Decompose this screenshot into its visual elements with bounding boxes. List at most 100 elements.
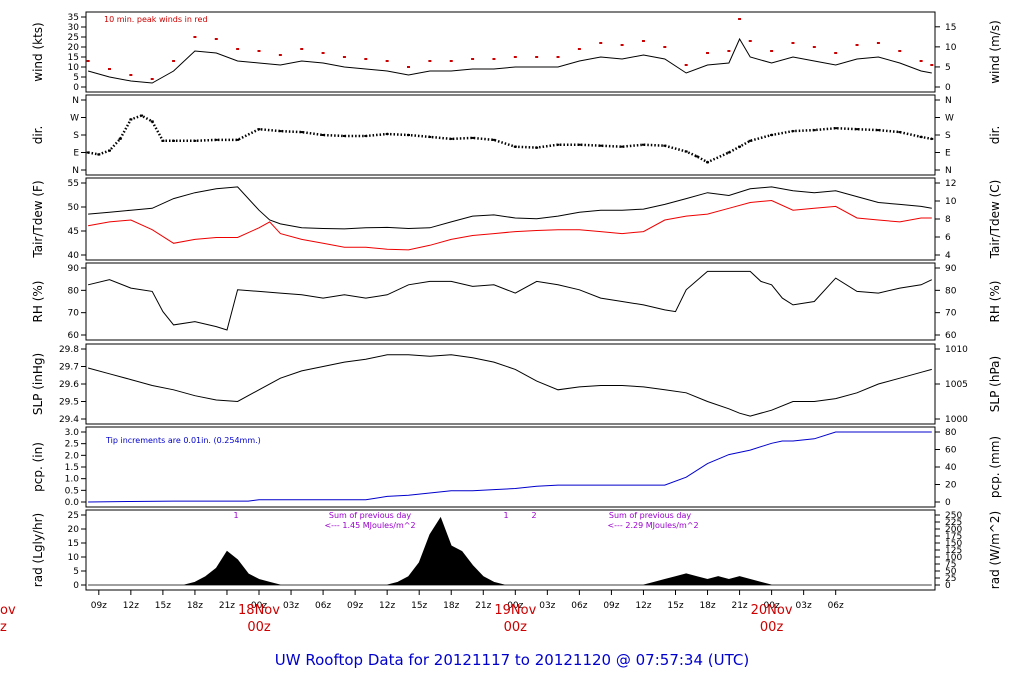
- wind-series-point: [257, 50, 261, 52]
- x-tick-label: 18z: [699, 601, 715, 611]
- x-axis: 09z 12z 15z 18z 21z 00z 03z 06z 09z 12z 15z 18z 21z 0…: [0, 590, 844, 635]
- x-tick-label: 15z: [667, 601, 683, 611]
- rad-right-tick-label: 0: [945, 581, 951, 591]
- rh-left-tick-label: 60: [68, 331, 80, 341]
- rad-right-tick-label: 150: [945, 539, 962, 549]
- temp-right-tick-label: 10: [945, 197, 957, 207]
- rad-sum-label-1: Sum of previous day: [329, 511, 411, 520]
- dir-series-point: [620, 145, 624, 148]
- pcp-annotation: Tip increments are 0.01in. (0.254mm.): [105, 436, 261, 445]
- slp-left-tick-label: 29.7: [59, 363, 79, 373]
- x-tick-label: 12z: [123, 601, 139, 611]
- temp-right-tick-label: 6: [945, 233, 951, 243]
- pcp-left-tick-label: 1.5: [65, 463, 79, 473]
- wind-right-tick-label: 10: [945, 43, 957, 53]
- pcp-left-tick-label: 1.0: [65, 475, 80, 485]
- wind-series-point: [385, 60, 389, 62]
- pcp-left-tick-label: 0.5: [65, 486, 79, 496]
- wind-left-tick-label: 30: [68, 23, 80, 33]
- dir-series-point: [855, 128, 859, 131]
- wind-series-point: [471, 58, 475, 60]
- wind-series-point: [129, 74, 133, 76]
- rad-left-tick-label: 15: [68, 539, 79, 549]
- day-label-time: 00z: [247, 620, 271, 635]
- wind-series-point: [834, 52, 838, 54]
- dir-series-point: [812, 129, 816, 132]
- wind-series-point: [663, 46, 667, 48]
- rad-right-tick-label: 100: [945, 553, 962, 563]
- x-tick-label: 00z: [251, 601, 267, 611]
- wind-annotation: 10 min. peak winds in red: [104, 15, 208, 24]
- x-tick-label: 03z: [796, 601, 812, 611]
- wind-series-point: [706, 52, 710, 54]
- wind-ylabel-right: wind (m/s): [988, 20, 1002, 84]
- wind-series-point: [492, 58, 496, 60]
- pcp-right-tick-label: 0: [945, 498, 951, 508]
- rad-left-tick-label: 10: [68, 553, 80, 563]
- rad-left-tick-label: 25: [68, 511, 79, 521]
- wind-series-point: [449, 60, 453, 62]
- wind-ylabel-left: wind (kts): [31, 22, 45, 81]
- slp-right-tick-label: 1010: [945, 345, 968, 355]
- temp-series-line-0: [88, 186, 932, 230]
- left-edge-time-fragment: z: [0, 620, 7, 635]
- wind-series-point: [770, 50, 774, 52]
- temp-series-line-1: [88, 199, 932, 251]
- panel-slp: 29.4 29.5 29.6 29.7 29.8 1000 1005 1010 SLP (inH…: [31, 343, 1002, 425]
- dir-series-point: [599, 144, 603, 147]
- wind-series-point: [86, 60, 90, 62]
- rad-right-tick-label: 25: [945, 574, 956, 584]
- rad-left-tick-label: 0: [73, 581, 79, 591]
- dir-series-dotted: [87, 114, 933, 164]
- wind-series-point: [513, 56, 517, 58]
- slp-right-tick-label: 1005: [945, 380, 968, 390]
- day-label-date: 19Nov: [494, 603, 536, 618]
- x-tick-label: 18z: [187, 601, 203, 611]
- dir-left-tick-label: E: [73, 149, 79, 159]
- pcp-left-tick-label: 2.5: [65, 440, 79, 450]
- temp-right-tick-label: 8: [945, 215, 951, 225]
- dir-series-point: [257, 128, 261, 131]
- slp-left-tick-label: 29.5: [59, 398, 79, 408]
- rh-frame: [85, 262, 936, 341]
- rad-right-tick-label: 125: [945, 546, 962, 556]
- rad-sum-value-1: <--- 1.45 MJoules/m^2: [324, 521, 415, 530]
- wind-right-tick-label: 5: [945, 63, 951, 73]
- wind-series-point: [300, 48, 304, 50]
- temp-left-tick-label: 50: [68, 203, 80, 213]
- wind-frame: [85, 11, 936, 93]
- wind-series-point: [812, 46, 816, 48]
- wind-series-point: [898, 50, 902, 52]
- wind-series-point: [599, 42, 603, 44]
- pcp-series-line-0: [88, 431, 932, 503]
- wind-series-line-0: [87, 37, 932, 84]
- slp-series-line-0: [87, 354, 932, 417]
- wind-series-point: [684, 64, 688, 66]
- left-edge-date-fragment: ov: [0, 603, 16, 618]
- wind-series-point: [321, 52, 325, 54]
- dir-series-point: [834, 127, 838, 130]
- dir-series-point: [695, 155, 699, 158]
- wind-series-point: [428, 60, 432, 62]
- rh-left-tick-label: 90: [68, 264, 80, 274]
- rad-left-tick-label: 5: [73, 567, 79, 577]
- rad-marker-2: 1: [503, 511, 508, 520]
- wind-series-point: [193, 36, 197, 38]
- x-tick-label: 12z: [379, 601, 395, 611]
- wind-series-point: [876, 42, 880, 44]
- dir-series-point: [556, 143, 560, 146]
- wind-left-tick-label: 15: [68, 53, 79, 63]
- wind-series-point: [930, 64, 934, 66]
- x-tick-label: 09z: [91, 601, 107, 611]
- wind-series-point: [577, 48, 581, 50]
- x-tick-label: 06z: [315, 601, 331, 611]
- dir-series-point: [748, 139, 752, 142]
- x-tick-label: 00z: [507, 601, 523, 611]
- rad-marker-1: 1: [233, 511, 238, 520]
- x-tick-label: 00z: [764, 601, 780, 611]
- dir-series-point: [727, 151, 731, 154]
- temp-left-tick-label: 45: [68, 227, 79, 237]
